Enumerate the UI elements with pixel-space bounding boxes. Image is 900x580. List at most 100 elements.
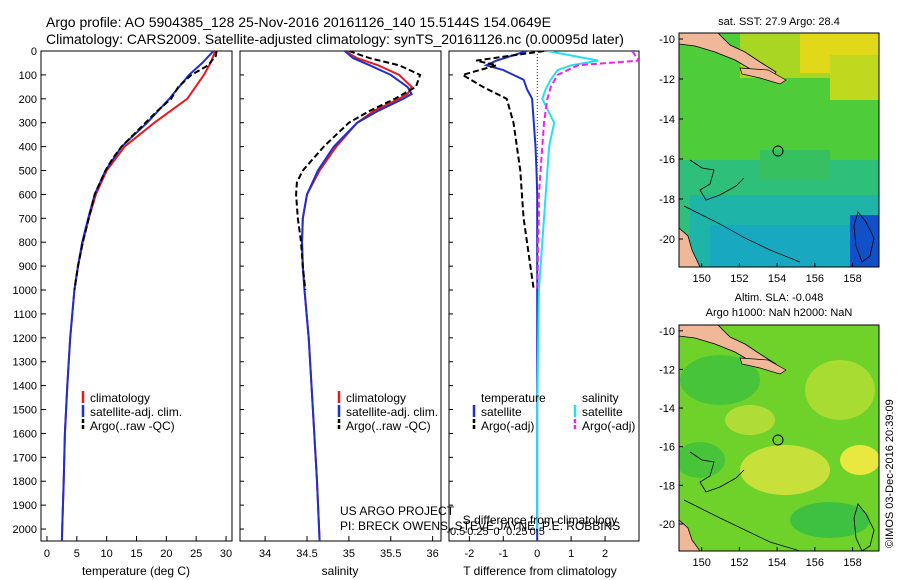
project-line1: US ARGO PROJECT — [340, 504, 455, 518]
lon-tick-label: 154 — [768, 557, 786, 569]
sla-map-axes: -10 -12 -14 -16 -18 -20 150 152 154 156 158 — [659, 326, 862, 569]
lon-tick-label: 154 — [768, 273, 786, 285]
x-tick-label: 1 — [568, 548, 574, 560]
y-tick-label: 1500 — [13, 405, 37, 417]
difference-x-label: T difference from climatology — [463, 564, 617, 578]
sst-cool-region — [850, 215, 879, 267]
series-line — [460, 51, 545, 291]
difference-legend: temperature salinity satellite Argo(-adj… — [472, 391, 635, 433]
s-tick-label: -0.5 — [446, 526, 465, 538]
sst-warm-region — [830, 55, 879, 100]
x-tick-label: 15 — [130, 548, 142, 560]
sla-anomaly — [679, 442, 725, 478]
sst-map-axes: -10 -12 -14 -16 -18 -20 150 152 154 156 158 — [659, 34, 862, 285]
y-tick-label: 400 — [19, 142, 37, 154]
lon-tick-label: 156 — [806, 557, 824, 569]
lat-tick-label: -20 — [659, 519, 675, 531]
x-tick-label: 34 — [259, 548, 271, 560]
y-tick-label: 1400 — [13, 381, 37, 393]
x-tick-label: 10 — [101, 548, 113, 560]
lon-tick-label: 158 — [843, 273, 861, 285]
sst-map-frame — [678, 32, 880, 268]
series-line — [536, 51, 599, 529]
lon-tick-label: 150 — [692, 273, 710, 285]
x-tick-label: 36 — [427, 548, 439, 560]
australia-coastline — [679, 227, 701, 267]
reef-contour — [683, 205, 801, 263]
island-coastline — [739, 357, 787, 375]
y-tick-label: 1700 — [13, 452, 37, 464]
lon-tick-label: 152 — [730, 273, 748, 285]
project-line2: PI: BRECK OWENS, STEVE JAYNE, P.E. ROBBI… — [340, 519, 620, 533]
legend-sat-label: satellite-adj. clim. — [90, 405, 182, 419]
series-line — [536, 51, 639, 291]
legend-sal-sat-label: satellite — [582, 405, 623, 419]
x-tick-label: -2 — [464, 548, 474, 560]
lon-tick-label: 156 — [806, 273, 824, 285]
difference-series-lines — [460, 51, 639, 541]
sla-map-frame — [678, 324, 880, 552]
legend-argo-label: Argo(..raw -QC) — [90, 419, 175, 433]
x-tick-label: 34.5 — [296, 548, 317, 560]
legend-temp-argo-label: Argo(-adj) — [481, 419, 534, 433]
lat-tick-label: -18 — [659, 194, 675, 206]
lon-tick-label: 158 — [843, 557, 861, 569]
series-line — [73, 51, 218, 291]
sst-map-title: sat. SST: 27.9 Argo: 28.4 — [718, 16, 840, 28]
salinity-legend: climatology satellite-adj. clim. Argo(..… — [337, 391, 438, 433]
series-line — [483, 51, 539, 541]
series-line — [295, 51, 422, 291]
y-tick-label: 1800 — [13, 476, 37, 488]
y-tick-label: 1000 — [13, 285, 37, 297]
figure-title-line2: Climatology: CARS2009. Satellite-adjuste… — [46, 31, 624, 47]
s-tick-label: -0.25 — [464, 526, 489, 538]
legend-sal-argo-label: Argo(-adj) — [582, 419, 635, 433]
x-tick-label: 20 — [160, 548, 172, 560]
y-tick-label: 2000 — [13, 524, 37, 536]
sla-map-title-1: Altim. SLA: -0.048 — [735, 292, 824, 304]
difference-x-axis: -2 -1 0 1 2-0.5-0.25 0 0.25 0.5 — [446, 526, 608, 560]
legend-sat-label: satellite-adj. clim. — [346, 405, 438, 419]
salinity-panel-frame — [239, 50, 442, 542]
y-tick-label: 1900 — [13, 500, 37, 512]
y-tick-label: 1600 — [13, 428, 37, 440]
legend-argo-label: Argo(..raw -QC) — [346, 419, 431, 433]
argo-location-marker — [772, 145, 784, 157]
lon-tick-label: 150 — [692, 557, 710, 569]
series-line — [60, 51, 215, 541]
figure-title-line1: Argo profile: AO 5904385_128 25-Nov-2016… — [46, 14, 551, 30]
reef-contour — [853, 503, 875, 551]
difference-s-title: S difference from climatology — [463, 513, 618, 527]
australia-coastline — [679, 519, 701, 551]
island-coastline — [739, 67, 787, 85]
y-tick-label: 900 — [19, 261, 37, 273]
lat-tick-label: -18 — [659, 480, 675, 492]
y-tick-label: 800 — [19, 237, 37, 249]
salinity-x-label: salinity — [322, 564, 359, 578]
salinity-x-axis: 34 34.5 35 35.5 36 — [259, 536, 439, 560]
x-tick-label: 35.5 — [380, 548, 401, 560]
reef-contour — [683, 499, 801, 551]
x-tick-label: 2 — [602, 548, 608, 560]
y-tick-label: 200 — [19, 94, 37, 106]
temperature-x-label: temperature (deg C) — [82, 564, 190, 578]
temperature-legend: climatology satellite-adj. clim. Argo(..… — [81, 391, 182, 433]
y-tick-label: 1100 — [13, 309, 37, 321]
y-tick-label: 500 — [19, 166, 37, 178]
sla-anomaly — [725, 405, 775, 435]
sla-map-title-2: Argo h1000: NaN h2000: NaN — [706, 307, 853, 319]
sla-anomaly — [740, 445, 830, 495]
sla-anomaly — [790, 502, 870, 538]
reef-contour — [689, 159, 745, 201]
legend-clim-label: climatology — [90, 391, 150, 405]
legend-temp-sat-label: satellite — [481, 405, 522, 419]
y-tick-label: 100 — [19, 70, 37, 82]
lat-tick-label: -14 — [659, 114, 675, 126]
sst-map — [679, 33, 879, 267]
lon-tick-label: 152 — [730, 557, 748, 569]
x-tick-label: 5 — [74, 548, 80, 560]
depth-axis: 0 100 200 300 400 500 600 700 800 900 1000 1100 1200… — [13, 46, 453, 536]
x-tick-label: 30 — [220, 548, 232, 560]
salinity-series-lines — [295, 51, 422, 541]
